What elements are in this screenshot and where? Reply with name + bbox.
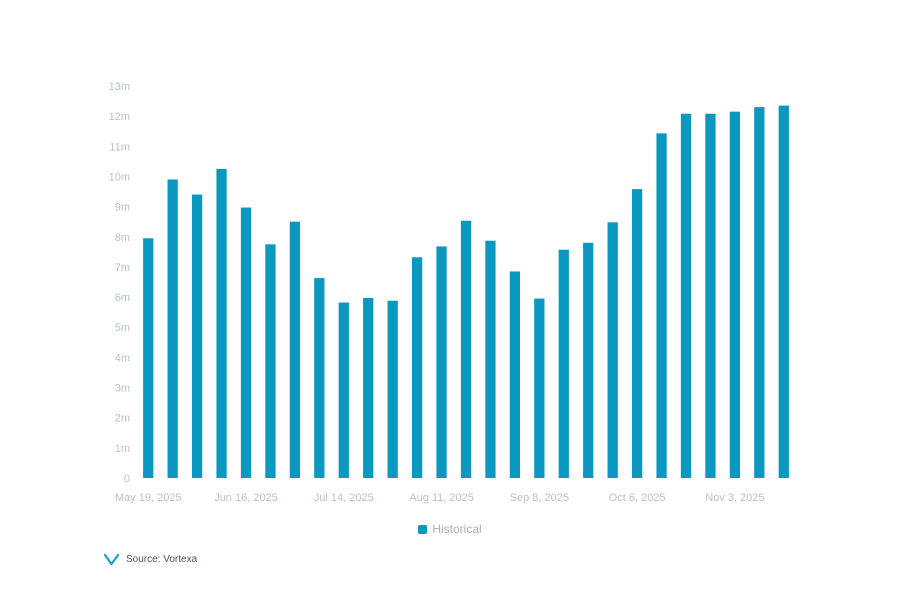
bar[interactable] — [363, 297, 374, 478]
bar[interactable] — [631, 189, 643, 478]
y-tick-label: 8m — [115, 232, 130, 244]
bar[interactable] — [387, 300, 398, 478]
bar[interactable] — [240, 207, 252, 478]
vortexa-v-logo-icon — [104, 554, 119, 565]
y-axis: 0 1m 2m 3m 4m 5m 6m 7m 8m 9m 10m 11m 12m 13m — [109, 81, 130, 485]
y-tick-label: 13m — [109, 81, 130, 93]
y-tick-label: 6m — [115, 292, 130, 304]
bar[interactable] — [265, 244, 276, 478]
bar[interactable] — [509, 271, 521, 478]
bar[interactable] — [656, 133, 667, 478]
bar[interactable] — [191, 194, 203, 479]
x-tick-label: Oct 6, 2025 — [609, 492, 666, 504]
legend: Historical — [0, 522, 900, 537]
bar[interactable] — [485, 240, 496, 478]
y-tick-label: 1m — [115, 443, 130, 455]
y-tick-label: 5m — [115, 322, 130, 334]
y-tick-label: 12m — [109, 111, 130, 123]
y-tick-label: 4m — [115, 352, 130, 364]
bar[interactable] — [167, 179, 178, 478]
y-tick-label: 3m — [115, 383, 130, 395]
bar[interactable] — [680, 113, 692, 478]
x-axis: May 19, 2025 Jun 16, 2025 Jul 14, 2025 Aug … — [115, 492, 765, 504]
source-attribution: Source: Vortexa — [104, 554, 197, 565]
legend-label: Historical — [432, 522, 482, 536]
y-tick-label: 10m — [109, 171, 130, 183]
source-text: Source: Vortexa — [126, 554, 198, 565]
bar[interactable] — [289, 221, 301, 478]
bar[interactable] — [534, 298, 545, 478]
x-tick-label: May 19, 2025 — [115, 492, 182, 504]
bar[interactable] — [411, 257, 423, 478]
y-tick-label: 7m — [115, 262, 130, 274]
x-tick-label: Nov 3, 2025 — [705, 492, 764, 504]
y-tick-label: 2m — [115, 413, 130, 425]
legend-swatch — [418, 524, 428, 534]
bar[interactable] — [460, 220, 472, 478]
x-tick-label: Sep 8, 2025 — [510, 492, 569, 504]
bar[interactable] — [705, 113, 716, 478]
bar[interactable] — [729, 111, 741, 478]
bars — [143, 105, 789, 479]
bar[interactable] — [558, 249, 569, 478]
x-tick-label: Aug 11, 2025 — [409, 492, 474, 504]
x-tick-label: Jun 16, 2025 — [214, 492, 278, 504]
bar[interactable] — [583, 242, 594, 478]
bar[interactable] — [143, 238, 154, 478]
bar[interactable] — [216, 168, 227, 478]
y-tick-label: 0 — [124, 473, 130, 485]
bar[interactable] — [778, 105, 789, 478]
y-tick-label: 11m — [109, 141, 130, 153]
y-tick-label: 9m — [115, 202, 130, 214]
bar[interactable] — [754, 107, 765, 478]
bar[interactable] — [436, 246, 447, 478]
bar[interactable] — [607, 222, 618, 478]
bar[interactable] — [338, 302, 349, 478]
legend-item-historical[interactable]: Historical — [418, 522, 482, 536]
x-tick-label: Jul 14, 2025 — [314, 492, 374, 504]
bar[interactable] — [314, 278, 325, 478]
